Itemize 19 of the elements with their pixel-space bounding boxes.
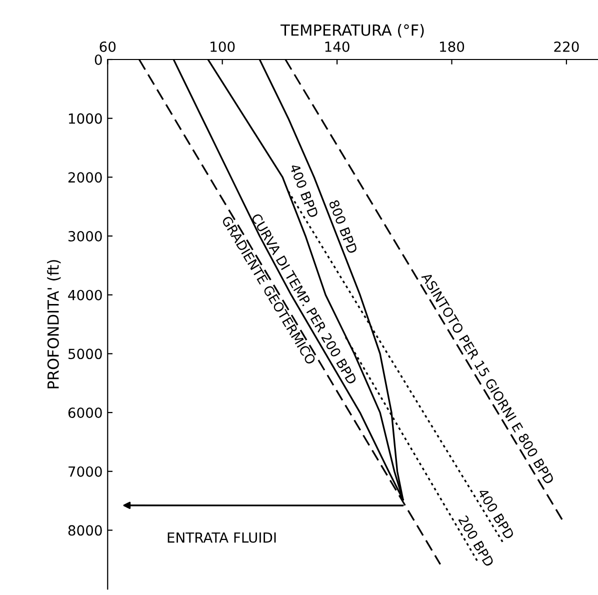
y-tick-label: 8000: [68, 525, 102, 536]
y-tick-label: 0: [94, 54, 102, 65]
x-tick-label: 220: [554, 41, 579, 52]
y-tick-label: 3000: [68, 230, 102, 242]
annotation: ENTRATA FLUIDI: [168, 532, 276, 543]
text: 800 BPD: [328, 199, 358, 254]
y-tick-label: 4000: [68, 290, 102, 300]
x-tick-label: 140: [325, 41, 350, 52]
y-tick-label: 2000: [68, 172, 102, 183]
x-tick-label: 180: [440, 41, 464, 52]
x-axis-title: TEMPERATURA (°F): [280, 24, 424, 38]
x-tick-label: 100: [210, 41, 235, 52]
y-axis-title: PROFONDITA' (ft): [47, 260, 61, 388]
y-tick-label: 5000: [68, 348, 102, 360]
y-tick-label: 1000: [68, 113, 102, 124]
y-tick-label: 7000: [68, 466, 102, 477]
x-tick-label: 60: [100, 41, 116, 52]
y-tick-label: 6000: [68, 408, 102, 418]
text: 400 BPD: [289, 163, 319, 218]
